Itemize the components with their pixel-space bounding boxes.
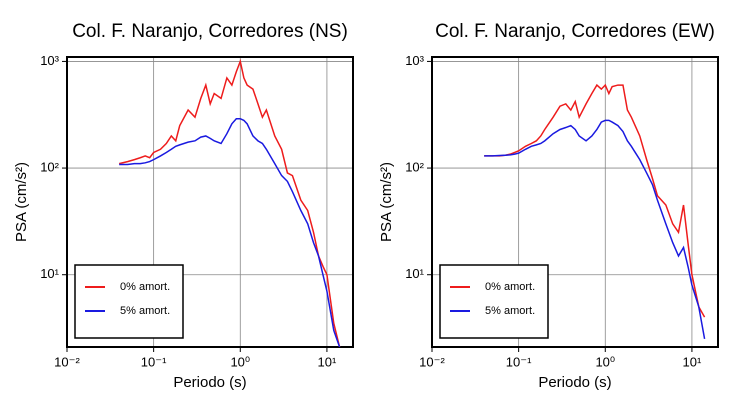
legend-label: 0% amort. — [485, 281, 535, 293]
x-tick-label: 10⁻¹ — [141, 354, 167, 369]
y-tick-label: 10² — [405, 160, 424, 175]
y-tick-label: 10¹ — [40, 266, 59, 281]
x-tick-label: 10⁻² — [419, 354, 445, 369]
y-axis-label: PSA (cm/s²) — [378, 162, 395, 242]
x-tick-label: 10⁰ — [595, 354, 615, 369]
x-tick-label: 10⁰ — [230, 354, 250, 369]
data-line — [484, 119, 706, 340]
data-line — [119, 118, 341, 347]
y-tick-label: 10³ — [40, 53, 59, 68]
x-tick-label: 10⁻¹ — [506, 354, 532, 369]
data-line — [484, 83, 706, 318]
legend-box — [74, 264, 184, 339]
y-tick-label: 10² — [40, 160, 59, 175]
y-axis-label: PSA (cm/s²) — [13, 162, 30, 242]
plot-frame — [431, 56, 719, 348]
x-tick-label: 10⁻² — [54, 354, 80, 369]
x-tick-label: 10¹ — [683, 354, 702, 369]
legend-label: 5% amort. — [120, 305, 170, 317]
y-tick-label: 10³ — [405, 53, 424, 68]
legend-label: 5% amort. — [485, 305, 535, 317]
plot-frame — [66, 56, 354, 348]
y-tick-label: 10¹ — [405, 266, 424, 281]
x-axis-label: Periodo (s) — [173, 374, 246, 391]
x-tick-label: 10¹ — [318, 354, 337, 369]
data-line — [118, 58, 341, 347]
legend-box — [439, 264, 549, 339]
legend-label: 0% amort. — [120, 281, 170, 293]
chart-title: Col. F. Naranjo, Corredores (NS) — [72, 21, 348, 42]
chart-title: Col. F. Naranjo, Corredores (EW) — [435, 21, 715, 42]
x-axis-label: Periodo (s) — [538, 374, 611, 391]
